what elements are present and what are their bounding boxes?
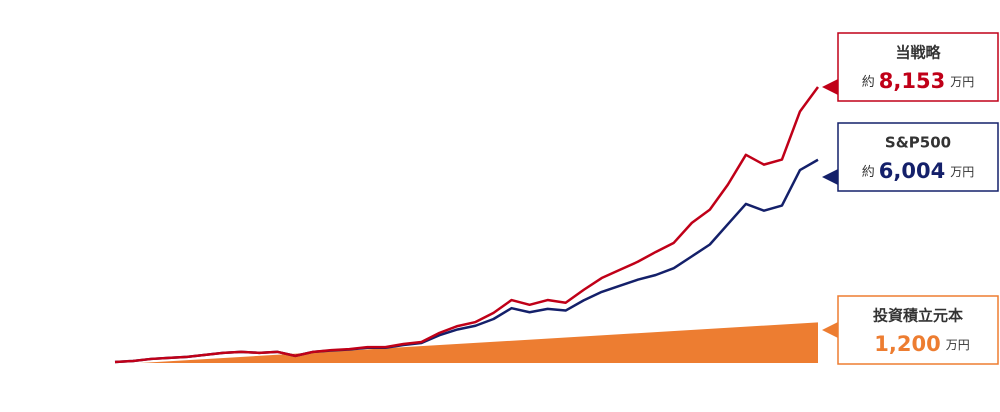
value-label: 1,200 (874, 332, 940, 356)
callout-pointer (822, 79, 838, 95)
value-prefix: 約 (862, 165, 875, 180)
value-prefix: 約 (862, 75, 875, 90)
callout-box (837, 295, 999, 365)
callout-title: 投資積立元本 (873, 307, 963, 325)
callout-value: 1,200 万円 (874, 332, 969, 356)
principal-area (140, 322, 818, 363)
callout-title: 当戦略 (895, 44, 941, 62)
value-label: 8,153 (879, 69, 945, 93)
callout-pointer (822, 169, 838, 185)
callout-title: S&P500 (885, 134, 951, 152)
value-unit: 万円 (950, 75, 974, 89)
callout-box (837, 122, 999, 192)
value-unit: 万円 (946, 338, 970, 352)
callout-value: 約 8,153 万円 (862, 69, 974, 93)
callout-pointer (822, 322, 838, 338)
callout: 投資積立元本 1,200 万円 (822, 295, 999, 365)
series-line (114, 86, 820, 364)
value-unit: 万円 (950, 165, 974, 179)
callout-value: 約 6,004 万円 (862, 159, 974, 183)
callout: S&P500 約 6,004 万円 (822, 122, 999, 192)
callout-box (837, 32, 999, 102)
value-label: 6,004 (879, 159, 945, 183)
